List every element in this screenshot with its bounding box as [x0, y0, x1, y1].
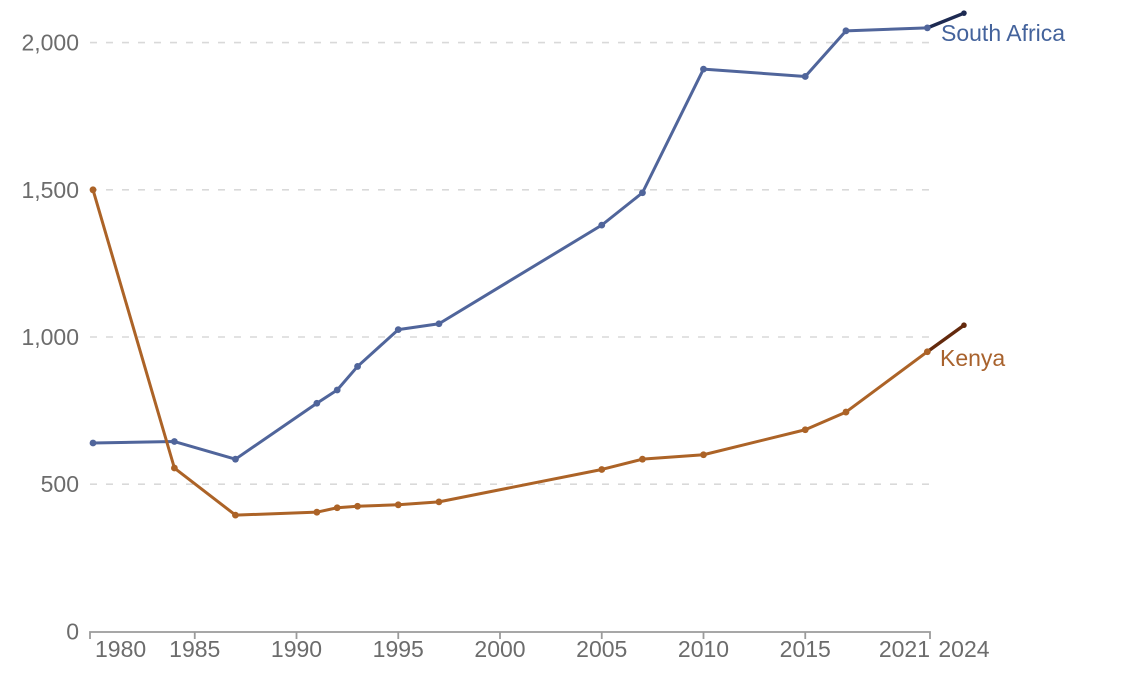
data-point: [435, 320, 443, 328]
data-point: [232, 511, 239, 519]
data-point: [842, 27, 850, 35]
series-south-africa: [89, 10, 967, 463]
data-point: [639, 189, 646, 197]
data-point: [171, 438, 178, 445]
data-point: [394, 326, 402, 334]
data-point: [639, 455, 646, 463]
data-point: [89, 439, 97, 447]
data-point: [89, 186, 97, 194]
x-tick-label: 2000: [474, 636, 525, 662]
data-point: [801, 426, 809, 434]
x-tick-label: 2010: [678, 636, 729, 662]
data-point: [801, 73, 809, 80]
series-line: [91, 189, 929, 517]
data-point: [333, 386, 341, 394]
data-point: [598, 466, 606, 473]
x-tick-label: 2024: [938, 636, 989, 662]
data-point: [313, 508, 321, 516]
data-point: [354, 363, 361, 370]
x-tick-label: 2005: [576, 636, 627, 662]
data-point: [598, 221, 606, 229]
data-point: [232, 455, 239, 463]
x-tick-label: 2015: [780, 636, 831, 662]
projection-segment: [925, 323, 966, 354]
x-tick-label: 1985: [169, 636, 220, 662]
y-tick-label: 1,500: [21, 177, 79, 203]
x-tick-label: 2021: [879, 636, 930, 662]
data-point: [313, 399, 321, 407]
series-label-kenya: Kenya: [940, 345, 1005, 371]
y-tick-label: 0: [66, 618, 79, 644]
data-point: [171, 464, 178, 472]
x-axis-line: [89, 631, 931, 639]
projection-end-point: [961, 10, 967, 16]
series-line: [92, 26, 928, 461]
data-point: [923, 348, 931, 356]
y-tick-label: 500: [41, 471, 79, 497]
projection-segment: [925, 11, 966, 30]
data-point: [842, 408, 850, 416]
y-tick-label: 2,000: [21, 30, 79, 56]
axis-labels: 0 500 1,000 1,500 2,000 1980 1985 1990 1995 2000 2…: [21, 30, 989, 662]
series: [89, 10, 967, 519]
series-kenya: [89, 186, 967, 519]
gridlines: [90, 41, 930, 486]
data-point: [394, 501, 402, 509]
data-point: [700, 451, 707, 459]
projection-end-point: [961, 322, 967, 329]
x-tick-label: 1995: [373, 636, 424, 662]
series-label-south-africa: South Africa: [941, 20, 1065, 46]
x-axis: [89, 631, 931, 639]
data-point: [354, 502, 361, 510]
data-point: [923, 24, 931, 32]
data-point: [435, 498, 443, 506]
data-point: [700, 65, 707, 73]
data-point: [333, 504, 341, 512]
y-tick-label: 1,000: [21, 324, 79, 350]
x-tick-label: 1990: [271, 636, 322, 662]
x-tick-label: 1980: [95, 636, 146, 662]
